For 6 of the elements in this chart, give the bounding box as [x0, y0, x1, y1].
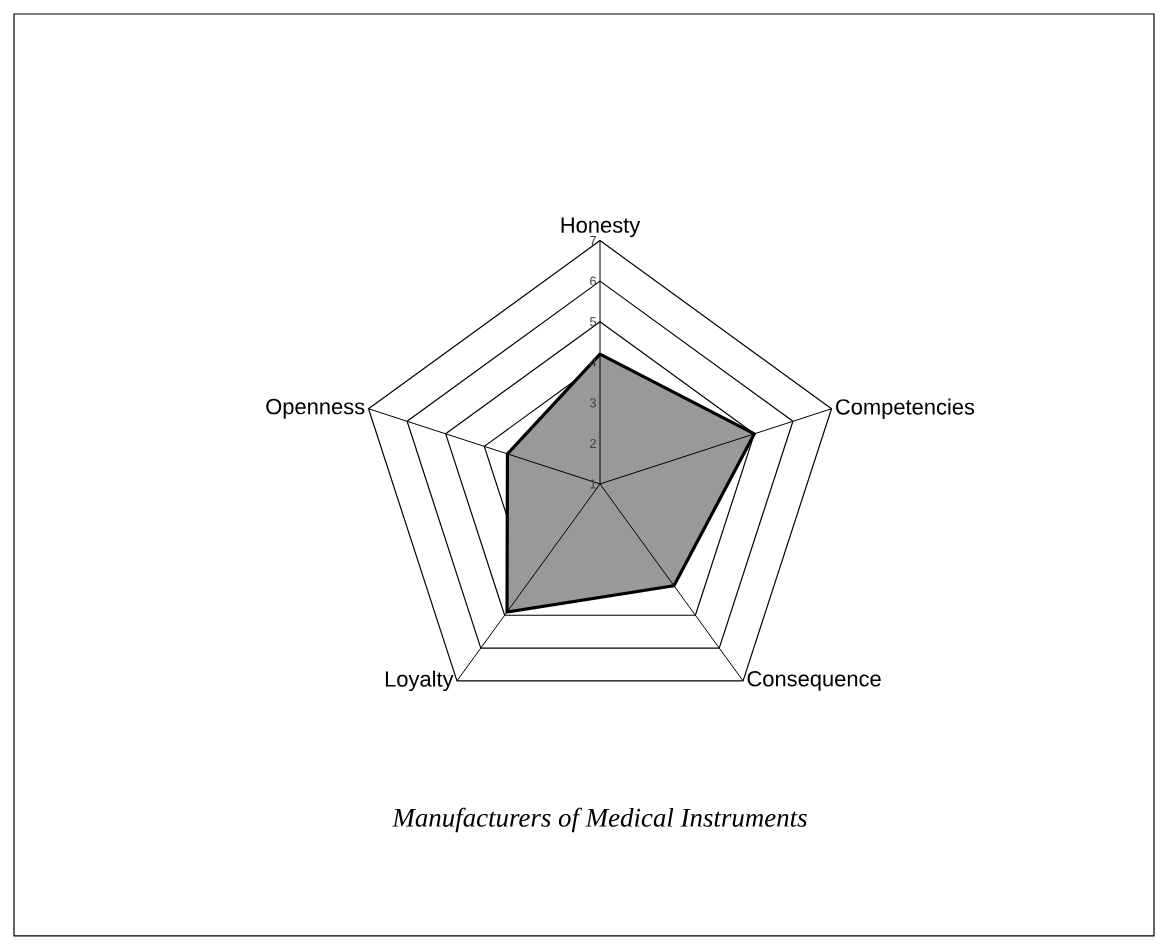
spoke-label: Loyalty [385, 670, 454, 692]
spoke-label: Consequence [747, 670, 881, 691]
spoke-label: Competencies [836, 398, 975, 419]
spoke-label: Openness [266, 398, 365, 419]
spoke-label: Honesty [561, 217, 641, 238]
text: Manufacturers of Medical Instruments [392, 807, 807, 833]
